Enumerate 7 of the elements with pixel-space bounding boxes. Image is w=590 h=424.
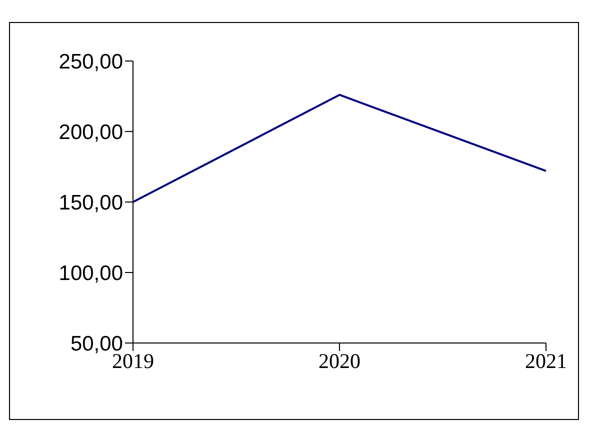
y-tick-label: 50,00: [70, 332, 123, 356]
y-tick-label: 250,00: [58, 50, 123, 74]
y-tick-label: 150,00: [58, 191, 123, 214]
x-tick-label: 2020: [318, 348, 360, 373]
y-tick-label: 100,00: [58, 262, 123, 285]
y-tick-label: 200,00: [58, 120, 123, 144]
x-tick-label: 2021: [525, 348, 567, 373]
